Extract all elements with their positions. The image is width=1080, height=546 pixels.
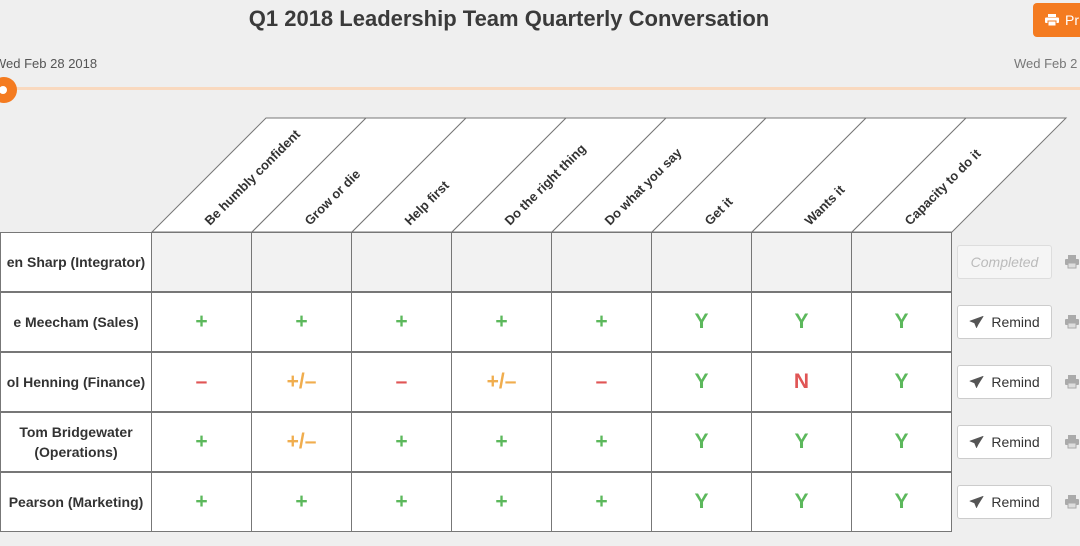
rating-cell[interactable]: Y — [852, 352, 952, 412]
action-label: Remind — [991, 434, 1040, 450]
team-member-name: en Sharp (Integrator) — [0, 232, 152, 292]
rating-cell[interactable] — [252, 232, 352, 292]
rating-cell[interactable]: Y — [652, 412, 752, 472]
timeline-track — [0, 87, 1080, 90]
rating-cell[interactable]: Y — [752, 292, 852, 352]
rating-cell[interactable] — [552, 232, 652, 292]
paper-plane-icon — [969, 496, 984, 508]
rating-cell[interactable]: Y — [652, 352, 752, 412]
rating-cell[interactable]: Y — [652, 472, 752, 532]
remind-button[interactable]: Remind — [957, 425, 1052, 459]
team-member-name: e Meecham (Sales) — [0, 292, 152, 352]
page-title: Q1 2018 Leadership Team Quarterly Conver… — [248, 6, 770, 31]
print-icon[interactable] — [1064, 253, 1080, 269]
rating-cell[interactable]: + — [352, 412, 452, 472]
rating-cell[interactable]: + — [252, 292, 352, 352]
paper-plane-icon — [969, 376, 984, 388]
rating-cell[interactable]: – — [552, 352, 652, 412]
rating-cell[interactable]: +/– — [252, 412, 352, 472]
team-member-name-line: Tom Bridgewater — [19, 424, 133, 440]
team-member-name-line: (Operations) — [34, 444, 118, 460]
rating-cell[interactable]: – — [352, 352, 452, 412]
rating-cell[interactable]: + — [352, 292, 452, 352]
rating-cell[interactable]: + — [552, 412, 652, 472]
paper-plane-icon — [969, 436, 984, 448]
start-date: Wed Feb 28 2018 — [0, 56, 98, 71]
rating-cell[interactable]: Y — [752, 472, 852, 532]
timeline-handle[interactable] — [0, 77, 17, 103]
rating-cell[interactable]: Y — [852, 412, 952, 472]
rating-cell[interactable] — [452, 232, 552, 292]
end-date: Wed Feb 2 — [1014, 56, 1078, 71]
print-button[interactable]: Pr — [1033, 3, 1080, 37]
rating-cell[interactable]: + — [452, 472, 552, 532]
rating-cell[interactable]: – — [152, 352, 252, 412]
rating-cell[interactable]: Y — [852, 292, 952, 352]
rating-cell[interactable] — [752, 232, 852, 292]
rating-cell[interactable]: Y — [752, 412, 852, 472]
rating-cell[interactable]: + — [152, 412, 252, 472]
remind-button[interactable]: Remind — [957, 485, 1052, 519]
action-label: Completed — [970, 254, 1039, 270]
rating-cell[interactable]: +/– — [452, 352, 552, 412]
rating-cell[interactable] — [152, 232, 252, 292]
print-icon[interactable] — [1064, 373, 1080, 389]
rating-cell[interactable]: + — [452, 412, 552, 472]
rating-cell[interactable]: Y — [652, 292, 752, 352]
print-icon[interactable] — [1064, 313, 1080, 329]
team-member-name: Tom Bridgewater (Operations) — [0, 412, 152, 472]
completed-button: Completed — [957, 245, 1052, 279]
action-label: Remind — [991, 494, 1040, 510]
rating-cell[interactable]: + — [252, 472, 352, 532]
action-label: Remind — [991, 314, 1040, 330]
team-member-name-line: Pearson (Marketing) — [8, 494, 144, 510]
rating-cell[interactable]: + — [452, 292, 552, 352]
team-member-name: Pearson (Marketing) — [0, 472, 152, 532]
rating-cell[interactable]: + — [152, 472, 252, 532]
rating-cell[interactable] — [352, 232, 452, 292]
print-icon[interactable] — [1064, 433, 1080, 449]
rating-cell[interactable]: + — [552, 292, 652, 352]
rating-cell[interactable]: N — [752, 352, 852, 412]
team-member-name-line: en Sharp (Integrator) — [6, 254, 146, 270]
remind-button[interactable]: Remind — [957, 365, 1052, 399]
rating-cell[interactable]: + — [352, 472, 452, 532]
rating-cell[interactable]: + — [152, 292, 252, 352]
paper-plane-icon — [969, 316, 984, 328]
team-member-name-line: e Meecham (Sales) — [13, 314, 139, 330]
rating-cell[interactable] — [852, 232, 952, 292]
team-member-name-line: ol Henning (Finance) — [6, 374, 146, 390]
rating-cell[interactable]: Y — [852, 472, 952, 532]
team-member-name: ol Henning (Finance) — [0, 352, 152, 412]
rating-cell[interactable] — [652, 232, 752, 292]
print-button-label: Pr — [1065, 12, 1079, 28]
remind-button[interactable]: Remind — [957, 305, 1052, 339]
rating-cell[interactable]: +/– — [252, 352, 352, 412]
print-icon[interactable] — [1064, 493, 1080, 509]
rating-cell[interactable]: + — [552, 472, 652, 532]
print-icon — [1045, 14, 1059, 26]
action-label: Remind — [991, 374, 1040, 390]
